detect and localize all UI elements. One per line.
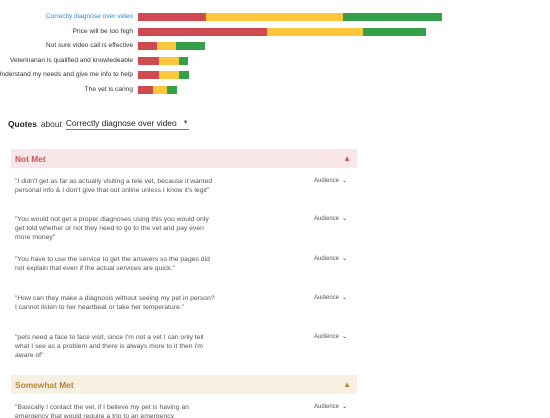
section-somewhat-met-title: Somewhat Met — [15, 379, 74, 390]
chart-category-label[interactable]: Understand my needs and give me info to … — [0, 71, 133, 79]
quote-text: "You would not get a proper diagnoses us… — [15, 216, 209, 242]
audience-dropdown[interactable]: Audience ⌄ — [314, 177, 348, 185]
chart-row[interactable]: The vet is caring — [0, 84, 550, 96]
audience-label: Audience — [314, 403, 340, 410]
met-segment — [363, 27, 426, 36]
chart-row[interactable]: Understand my needs and give me info to … — [0, 69, 550, 81]
chevron-up-icon: ▲ — [343, 380, 351, 389]
section-somewhat-met-header[interactable]: Somewhat Met ▲ — [11, 375, 357, 394]
quotes-topic-value: Correctly diagnose over video — [65, 118, 177, 128]
not-met-segment — [138, 71, 159, 80]
somewhat-met-segment — [267, 27, 363, 36]
met-segment — [176, 42, 205, 51]
chevron-down-icon: ⌄ — [342, 256, 348, 262]
chart-category-label[interactable]: Not sure video call is effective — [45, 42, 133, 50]
stacked-bar[interactable] — [138, 71, 189, 80]
audience-dropdown[interactable]: Audience ⌄ — [314, 333, 348, 341]
chevron-down-icon: ⌄ — [342, 216, 348, 222]
not-met-segment — [138, 42, 157, 51]
quotes-title: Quotes — [8, 119, 37, 129]
chart-row[interactable]: Correctly diagnose over video — [0, 11, 550, 23]
quote-text: "How can they make a diagnosis without s… — [15, 295, 215, 312]
quote-text: "Basically I contact the vet, if I belie… — [15, 404, 189, 418]
quotes-topic-select[interactable]: Correctly diagnose over video ▼ — [65, 118, 189, 130]
audience-dropdown[interactable]: Audience ⌄ — [314, 294, 348, 302]
audience-dropdown[interactable]: Audience ⌄ — [314, 215, 348, 223]
audience-dropdown[interactable]: Audience ⌄ — [314, 403, 348, 411]
audience-label: Audience — [314, 255, 340, 262]
quote-text: "You have to use the service to get the … — [15, 256, 210, 273]
quotes-about-label: about — [40, 119, 62, 129]
audience-dropdown[interactable]: Audience ⌄ — [314, 255, 348, 263]
caret-down-icon: ▼ — [182, 120, 189, 126]
stacked-bar[interactable] — [138, 42, 205, 51]
stacked-bar[interactable] — [138, 27, 426, 36]
somewhat-met-segment — [159, 56, 179, 65]
chevron-down-icon: ⌄ — [342, 404, 348, 410]
not-met-segment — [138, 27, 267, 36]
chart-category-label[interactable]: Correctly diagnose over video — [45, 13, 133, 20]
audience-label: Audience — [314, 294, 340, 301]
chart-row[interactable]: Price will be too high — [0, 26, 550, 38]
stacked-bar[interactable] — [138, 56, 188, 65]
audience-label: Audience — [314, 177, 340, 184]
audience-label: Audience — [314, 333, 340, 340]
quote-text: "pets need a face to face visit, since I… — [15, 334, 204, 360]
chevron-down-icon: ⌄ — [342, 178, 348, 184]
not-met-segment — [138, 86, 153, 94]
section-not-met-title: Not Met — [15, 153, 46, 164]
audience-label: Audience — [314, 215, 340, 222]
stacked-bar[interactable] — [138, 13, 442, 21]
quotes-header: Quotes about Correctly diagnose over vid… — [8, 117, 189, 131]
not-met-segment — [138, 56, 159, 65]
chevron-down-icon: ⌄ — [342, 334, 348, 340]
chevron-up-icon: ▲ — [343, 154, 351, 163]
not-met-segment — [138, 13, 206, 21]
chart-category-label[interactable]: The vet is caring — [84, 86, 133, 93]
met-segment — [343, 13, 442, 21]
quote-text: "I didn't get as far as actually visitin… — [15, 178, 213, 195]
met-segment — [179, 56, 188, 65]
chevron-down-icon: ⌄ — [342, 295, 348, 301]
somewhat-met-segment — [159, 71, 179, 80]
chart-category-label[interactable]: Veterinarian is qualified and knowledeab… — [9, 56, 133, 64]
somewhat-met-segment — [153, 86, 167, 94]
somewhat-met-segment — [206, 13, 343, 21]
chart-row[interactable]: Veterinarian is qualified and knowledeab… — [0, 55, 550, 67]
met-segment — [167, 86, 177, 94]
met-segment — [179, 71, 189, 80]
chart-category-label[interactable]: Price will be too high — [72, 27, 133, 35]
chart-row[interactable]: Not sure video call is effective — [0, 40, 550, 52]
section-not-met-header[interactable]: Not Met ▲ — [11, 149, 357, 168]
somewhat-met-segment — [157, 42, 176, 51]
stacked-bar[interactable] — [138, 86, 177, 94]
